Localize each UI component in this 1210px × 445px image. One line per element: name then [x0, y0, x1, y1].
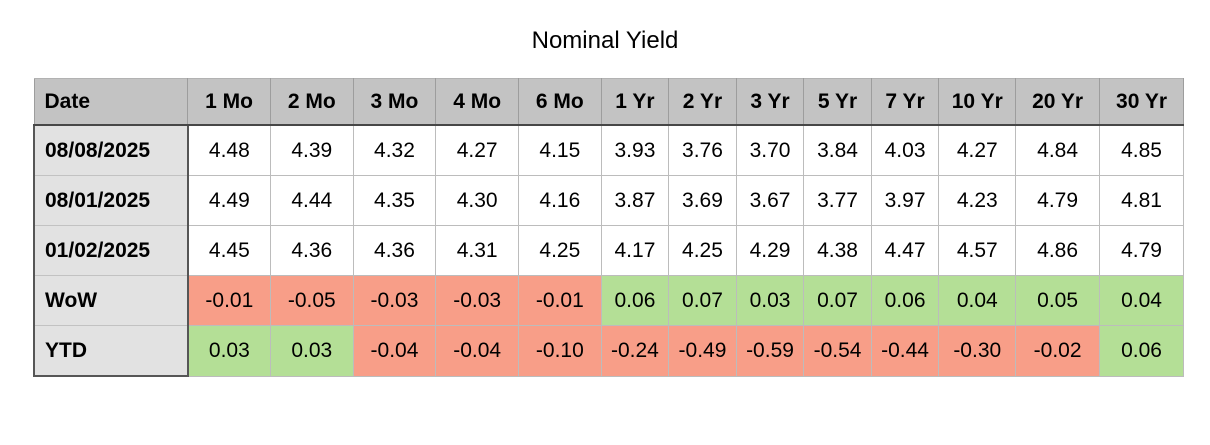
table-cell: 4.30: [435, 175, 519, 226]
column-header: 7 Yr: [870, 78, 940, 126]
chart-title: Nominal Yield: [531, 27, 679, 54]
table-cell: 0.04: [938, 275, 1017, 326]
table-cell: 4.36: [352, 225, 437, 276]
table-cell: 4.32: [352, 124, 437, 176]
table-cell: 3.84: [803, 124, 872, 176]
table-cell: 0.03: [269, 325, 354, 377]
table-cell: 0.03: [735, 275, 805, 326]
column-header: 6 Mo: [517, 78, 602, 126]
table-cell: 4.85: [1099, 124, 1184, 176]
table-cell: 3.97: [870, 175, 940, 226]
table-cell: 4.25: [668, 225, 737, 276]
table-cell: 4.47: [870, 225, 940, 276]
table-cell: -0.59: [735, 325, 805, 377]
column-header: 20 Yr: [1015, 78, 1101, 126]
table-cell: 4.48: [187, 124, 271, 176]
table-row-ytd: YTD 0.03 0.03 -0.04 -0.04 -0.10 -0.24 -0.49 -0.5…: [33, 325, 1184, 377]
table-cell: 0.05: [1015, 275, 1101, 326]
column-header: 5 Yr: [803, 78, 872, 126]
table-cell: 3.93: [600, 124, 670, 176]
table-cell: 4.84: [1015, 124, 1101, 176]
row-label: 01/02/2025: [33, 225, 189, 276]
column-header: 10 Yr: [938, 78, 1017, 126]
table-cell: -0.24: [600, 325, 670, 377]
column-header: 2 Yr: [668, 78, 737, 126]
table-cell: 4.86: [1015, 225, 1101, 276]
table-cell: 4.27: [435, 124, 519, 176]
column-header: 3 Mo: [352, 78, 437, 126]
table-cell: 3.67: [735, 175, 805, 226]
table-cell: -0.01: [517, 275, 602, 326]
table-cell: 3.70: [735, 124, 805, 176]
table-cell: 4.79: [1099, 225, 1184, 276]
table-cell: 3.69: [668, 175, 737, 226]
table-cell: -0.03: [435, 275, 519, 326]
table-cell: 4.29: [735, 225, 805, 276]
page: Nominal Yield Date 1 Mo 2 Mo 3 Mo 4 Mo 6 Mo 1 …: [0, 27, 1210, 377]
table-cell: -0.49: [668, 325, 737, 377]
table-cell: 4.38: [803, 225, 872, 276]
table-cell: 4.35: [352, 175, 437, 226]
row-label: WoW: [33, 275, 189, 326]
table-cell: -0.44: [870, 325, 940, 377]
column-header: 4 Mo: [435, 78, 519, 126]
table-cell: 3.76: [668, 124, 737, 176]
table-cell: 4.17: [600, 225, 670, 276]
table-cell: 3.87: [600, 175, 670, 226]
table-row-01-02-2025: 01/02/2025 4.45 4.36 4.36 4.31 4.25 4.17 4.25 4.…: [33, 225, 1184, 276]
table-cell: 0.06: [1099, 325, 1184, 377]
table-cell: 4.79: [1015, 175, 1101, 226]
table-cell: -0.05: [269, 275, 354, 326]
table-cell: 4.15: [517, 124, 602, 176]
table-row-08-08-2025: 08/08/2025 4.48 4.39 4.32 4.27 4.15 3.93 3.76 3.…: [33, 124, 1184, 176]
row-label: YTD: [33, 325, 189, 377]
column-header: 3 Yr: [735, 78, 805, 126]
nominal-yield-table: Date 1 Mo 2 Mo 3 Mo 4 Mo 6 Mo 1 Yr 2 Yr 3 Yr 5 Yr…: [33, 78, 1184, 377]
table-cell: 4.36: [269, 225, 354, 276]
table-cell: 0.06: [870, 275, 940, 326]
column-header: 30 Yr: [1099, 78, 1184, 126]
table-cell: 4.44: [269, 175, 354, 226]
table-cell: 4.81: [1099, 175, 1184, 226]
table-cell: 0.04: [1099, 275, 1184, 326]
table-cell: 4.03: [870, 124, 940, 176]
column-header: 1 Yr: [600, 78, 670, 126]
table-cell: 0.07: [803, 275, 872, 326]
table-cell: -0.04: [352, 325, 437, 377]
table-cell: 4.27: [938, 124, 1017, 176]
table-header: Date 1 Mo 2 Mo 3 Mo 4 Mo 6 Mo 1 Yr 2 Yr 3 Yr 5 Yr…: [33, 78, 1184, 126]
table-row-wow: WoW -0.01 -0.05 -0.03 -0.03 -0.01 0.06 0.07 0.03…: [33, 275, 1184, 326]
date-column-header: Date: [33, 78, 189, 126]
table-row-08-01-2025: 08/01/2025 4.49 4.44 4.35 4.30 4.16 3.87 3.69 3.…: [33, 175, 1184, 226]
table-cell: 0.03: [187, 325, 271, 377]
table-cell: 4.39: [269, 124, 354, 176]
header-row: Date 1 Mo 2 Mo 3 Mo 4 Mo 6 Mo 1 Yr 2 Yr 3 Yr 5 Yr…: [33, 78, 1184, 126]
table-cell: 4.23: [938, 175, 1017, 226]
table-cell: 4.31: [435, 225, 519, 276]
column-header: 1 Mo: [187, 78, 271, 126]
table-cell: -0.04: [435, 325, 519, 377]
table-cell: 4.57: [938, 225, 1017, 276]
table-cell: 3.77: [803, 175, 872, 226]
table-cell: 4.25: [517, 225, 602, 276]
table-cell: 4.45: [187, 225, 271, 276]
table-cell: 4.16: [517, 175, 602, 226]
table-cell: -0.03: [352, 275, 437, 326]
row-label: 08/01/2025: [33, 175, 189, 226]
table-body: 08/08/2025 4.48 4.39 4.32 4.27 4.15 3.93 3.76 3.…: [33, 124, 1184, 377]
table-cell: 0.07: [668, 275, 737, 326]
row-label: 08/08/2025: [33, 125, 189, 176]
table-cell: -0.10: [517, 325, 602, 377]
column-header: 2 Mo: [269, 78, 354, 126]
table-cell: 4.49: [187, 175, 271, 226]
table-cell: -0.54: [803, 325, 872, 377]
table-cell: -0.01: [187, 275, 271, 326]
table-cell: -0.30: [938, 325, 1017, 377]
table-cell: 0.06: [600, 275, 670, 326]
table-cell: -0.02: [1015, 325, 1101, 377]
